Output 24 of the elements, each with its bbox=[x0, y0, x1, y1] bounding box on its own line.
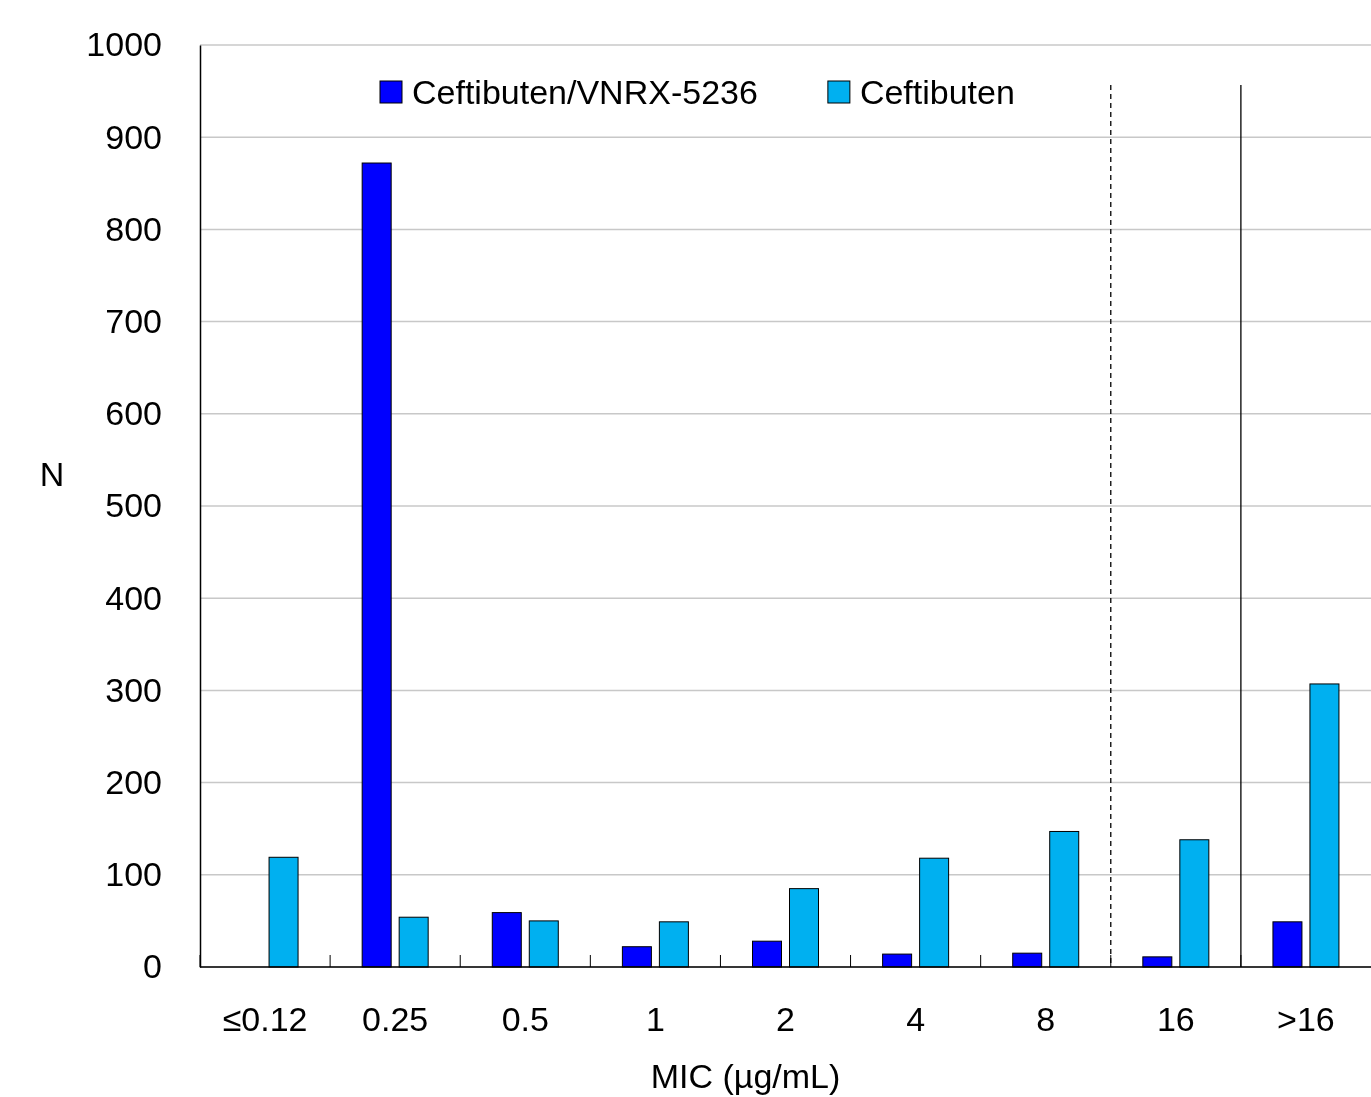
legend-label: Ceftibuten bbox=[859, 73, 1015, 111]
x-tick-label: >16 bbox=[1277, 1000, 1335, 1038]
y-tick-label: 100 bbox=[105, 855, 162, 894]
y-axis-title: N bbox=[39, 455, 65, 493]
x-tick-label: 4 bbox=[906, 1000, 926, 1038]
y-tick-label: 200 bbox=[105, 762, 162, 801]
legend-label: Ceftibuten/VNRX-5236 bbox=[412, 73, 758, 111]
y-tick-label: 1000 bbox=[86, 25, 162, 64]
x-tick-label: 0.5 bbox=[501, 1000, 549, 1038]
x-tick-label: 8 bbox=[1036, 1000, 1056, 1038]
x-tick-label: 16 bbox=[1156, 1000, 1195, 1038]
y-tick-label: 500 bbox=[105, 486, 162, 525]
x-axis-title: MIC (µg/mL) bbox=[650, 1057, 841, 1095]
y-tick-label: 600 bbox=[105, 394, 162, 433]
y-tick-label: 700 bbox=[105, 301, 162, 340]
x-tick-label: 2 bbox=[776, 1000, 795, 1038]
y-tick-label: 300 bbox=[105, 670, 162, 709]
y-tick-label: 800 bbox=[105, 209, 162, 248]
x-tick-label: 0.25 bbox=[362, 1000, 429, 1038]
x-tick-label: 1 bbox=[645, 1000, 665, 1038]
y-tick-label: 400 bbox=[105, 578, 162, 617]
y-tick-label: 0 bbox=[143, 947, 162, 986]
y-tick-label: 900 bbox=[105, 117, 162, 156]
x-tick-label: ≤0.12 bbox=[222, 1000, 308, 1038]
